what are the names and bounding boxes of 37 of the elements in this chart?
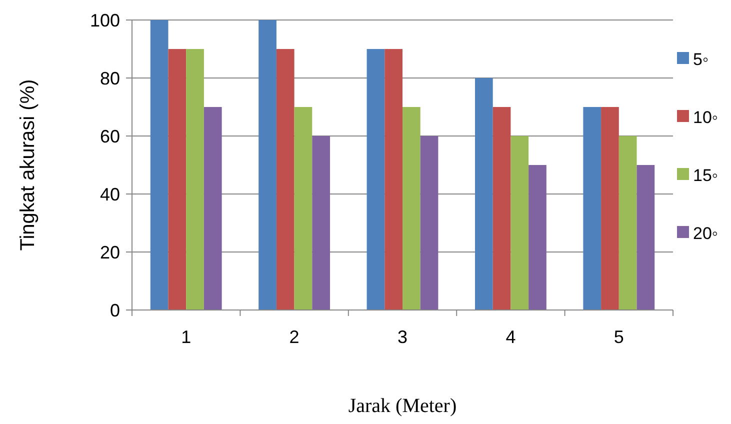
legend-label: 10◦: [693, 108, 718, 127]
bar: [492, 107, 511, 310]
legend-label: 15◦: [693, 166, 718, 185]
y-tick-label: 100: [90, 10, 120, 30]
bar: [583, 107, 602, 310]
bar: [402, 107, 420, 310]
bar: [474, 78, 493, 310]
bar: [168, 49, 186, 310]
x-tick-label: 3: [397, 327, 408, 347]
legend-label: 20◦: [693, 224, 718, 243]
x-tick-label: 2: [289, 327, 300, 347]
x-axis-title: Jarak (Meter): [348, 395, 457, 417]
y-tick-label: 60: [100, 126, 120, 146]
y-tick-label: 0: [110, 300, 120, 320]
bar: [618, 136, 637, 310]
bar: [384, 49, 402, 310]
bar: [150, 20, 168, 310]
y-tick-label: 20: [100, 242, 120, 262]
bar: [420, 136, 438, 310]
y-tick-label: 80: [100, 68, 120, 88]
bar: [601, 107, 619, 310]
bar: [294, 107, 312, 310]
x-tick-label: 1: [181, 327, 192, 347]
bar: [312, 136, 330, 310]
bar: [204, 107, 222, 310]
bar: [366, 49, 385, 310]
y-axis-title: Tingkat akurasi (%): [17, 79, 39, 251]
bar: [186, 49, 204, 310]
x-tick-label: 4: [506, 327, 516, 347]
bar: [636, 165, 655, 310]
bar: [276, 49, 294, 310]
y-tick-label: 40: [100, 184, 120, 204]
bar: [258, 20, 276, 310]
bar: [510, 136, 529, 310]
legend-label: 5◦: [693, 50, 708, 69]
x-tick-label: 5: [614, 327, 624, 347]
bar: [528, 165, 546, 310]
